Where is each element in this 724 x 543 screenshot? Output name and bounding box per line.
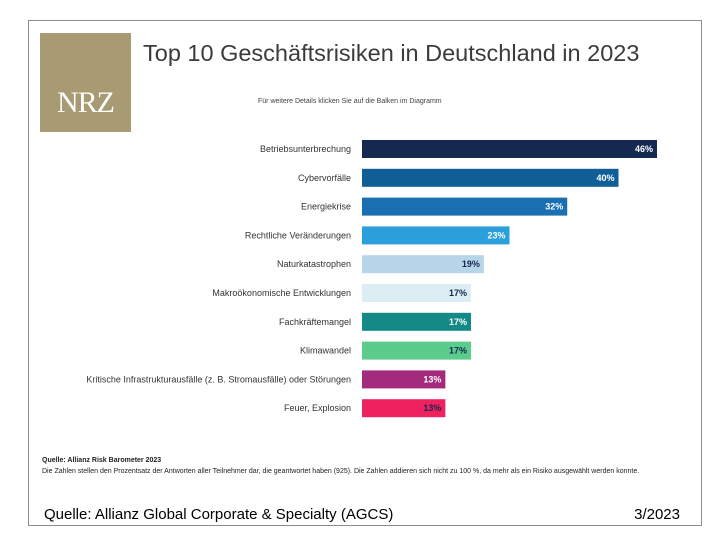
category-label: Cybervorfälle [298, 173, 351, 183]
bar-value-label: 17% [449, 317, 467, 327]
bar-value-label: 13% [423, 403, 441, 413]
category-label: Feuer, Explosion [284, 403, 351, 413]
bar[interactable] [362, 341, 472, 360]
bar[interactable] [362, 168, 619, 187]
category-label: Betriebsunterbrechung [260, 144, 351, 154]
bar[interactable] [362, 399, 446, 418]
chart-title: Top 10 Geschäftsrisiken in Deutschland i… [143, 40, 640, 66]
category-label: Klimawandel [300, 346, 351, 356]
bar-value-label: 40% [597, 173, 615, 183]
category-label: Kritische Infrastrukturausfälle (z. B. S… [86, 374, 351, 384]
logo-text: NRZ [57, 86, 115, 119]
category-label: Fachkräftemangel [279, 317, 351, 327]
bar[interactable] [362, 226, 510, 245]
bar[interactable] [362, 370, 446, 389]
nrz-logo: NRZ [40, 33, 131, 132]
bar-value-label: 17% [449, 346, 467, 356]
category-label: Energiekrise [301, 202, 351, 212]
chart-subtitle: Für weitere Details klicken Sie auf die … [258, 98, 442, 105]
bar-value-label: 46% [635, 144, 653, 154]
category-label: Rechtliche Veränderungen [245, 230, 351, 240]
bar-value-label: 17% [449, 288, 467, 298]
footer-date: 3/2023 [634, 506, 680, 523]
bar-value-label: 23% [487, 230, 505, 240]
bar-value-label: 19% [462, 259, 480, 269]
bar[interactable] [362, 140, 657, 158]
bar[interactable] [362, 284, 472, 302]
chart-source-note: Quelle: Allianz Risk Barometer 2023 [42, 457, 162, 464]
category-label: Makroökonomische Entwicklungen [212, 288, 351, 298]
chart-notes: Quelle: Allianz Risk Barometer 2023 Die … [42, 455, 682, 477]
category-label: Naturkatastrophen [277, 259, 351, 269]
bar[interactable] [362, 255, 484, 274]
bar-value-label: 13% [423, 374, 441, 384]
footer-source: Quelle: Allianz Global Corporate & Speci… [44, 506, 394, 523]
bar[interactable] [362, 197, 568, 216]
bar[interactable] [362, 312, 472, 331]
bar-value-label: 32% [545, 202, 563, 212]
chart-footnote: Die Zahlen stellen den Prozentsatz der A… [42, 468, 640, 475]
